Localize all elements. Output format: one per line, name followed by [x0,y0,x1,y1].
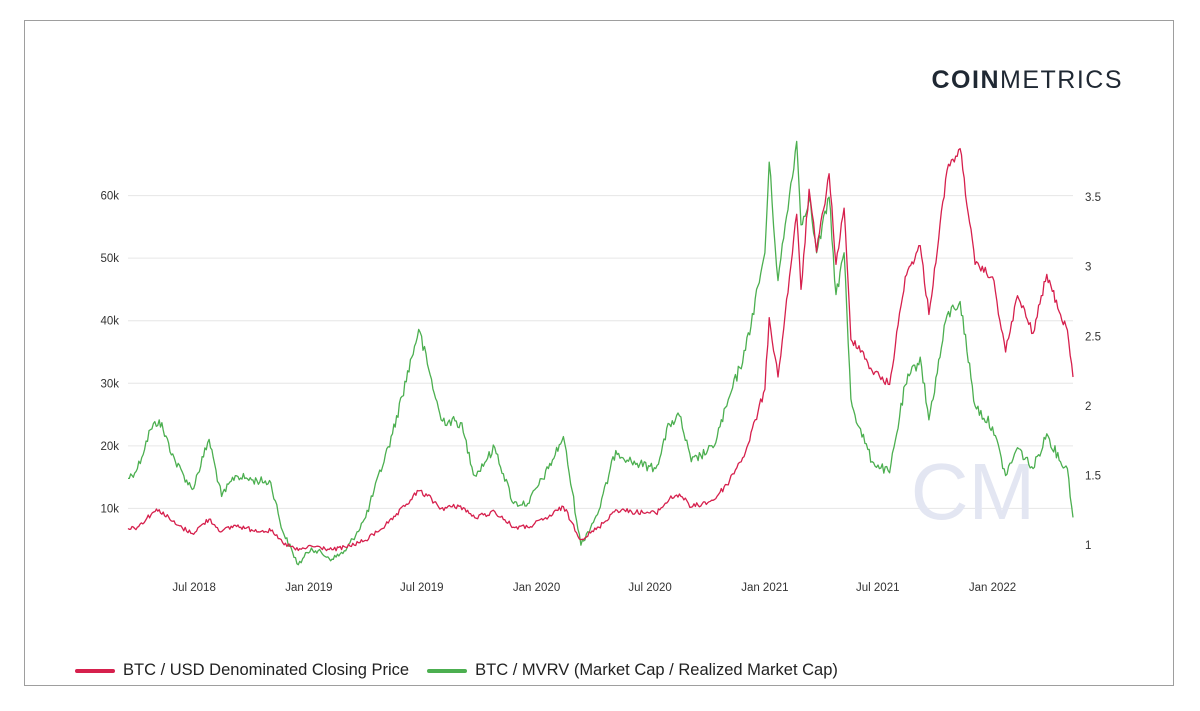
x-tick-label: Jan 2020 [513,582,560,594]
x-tick-label: Jul 2021 [856,582,899,594]
x-tick-label: Jan 2019 [285,582,332,594]
x-axis: Jul 2018 Jan 2019 Jul 2019 Jan 2020 Jul 2020… [172,582,1016,594]
y-right-tick-label: 3.5 [1085,192,1101,204]
x-tick-label: Jul 2019 [400,582,443,594]
gridlines [128,195,1073,509]
legend: BTC / USD Denominated Closing Price BTC … [75,661,856,680]
chart-card: COINMETRICS CM 10k 20k 30k 40k 50k 60k 1 1.5 2 2… [24,20,1174,686]
y-right-tick-label: 1.5 [1085,471,1101,483]
y-right-tick-label: 2 [1085,401,1091,413]
y-left-tick-label: 10k [100,503,119,515]
y-left-tick-label: 20k [100,441,119,453]
y-axis-right: 1 1.5 2 2.5 3 3.5 [1085,192,1101,552]
y-right-tick-label: 1 [1085,540,1091,552]
legend-label-price: BTC / USD Denominated Closing Price [123,661,410,679]
y-left-tick-label: 60k [100,191,119,203]
line-chart: CM 10k 20k 30k 40k 50k 60k 1 1.5 2 2.5 3 3.5 Jul 2… [100,140,1101,594]
x-tick-label: Jul 2018 [172,582,215,594]
legend-swatch-price [75,668,115,673]
cm-watermark: CM [911,447,1035,536]
y-axis-left: 10k 20k 30k 40k 50k 60k [100,191,119,516]
legend-label-mvrv: BTC / MVRV (Market Cap / Realized Market… [475,661,838,679]
y-right-tick-label: 3 [1085,262,1091,274]
y-left-tick-label: 50k [100,253,119,265]
coinmetrics-logo: COINMETRICS [931,66,1123,94]
series-layer [127,140,1074,566]
x-tick-label: Jan 2021 [741,582,788,594]
y-right-tick-label: 2.5 [1085,331,1101,343]
mvrv-series-line [128,140,1074,566]
x-tick-label: Jul 2020 [628,582,671,594]
legend-swatch-mvrv [427,668,468,673]
x-tick-label: Jan 2022 [969,582,1016,594]
price-series-line [127,147,1074,552]
legend-item-mvrv[interactable]: BTC / MVRV (Market Cap / Realized Market… [427,661,838,680]
y-left-tick-label: 40k [100,316,119,328]
y-left-tick-label: 30k [100,378,119,390]
legend-item-price[interactable]: BTC / USD Denominated Closing Price [75,661,409,680]
